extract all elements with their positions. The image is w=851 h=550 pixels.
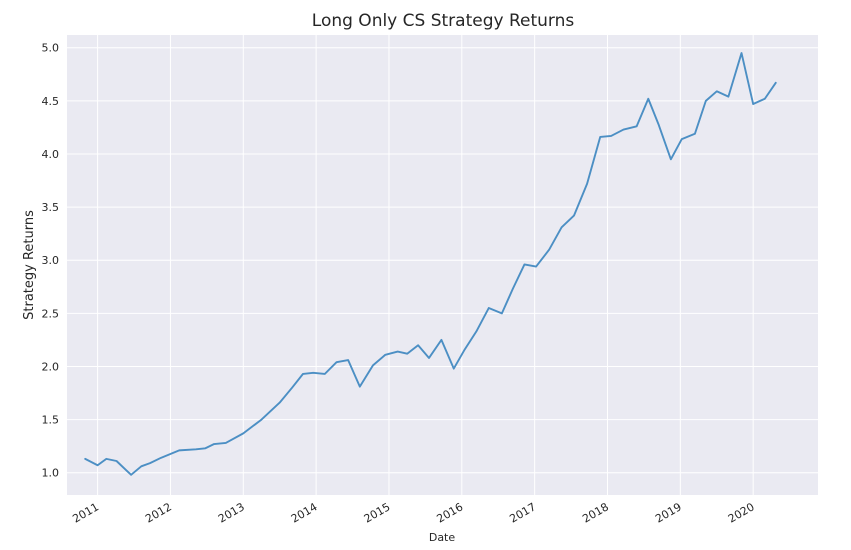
grid-lines <box>67 35 818 495</box>
y-axis: 1.0 1.5 2.0 2.5 3.0 3.5 4.0 4.5 5.0 <box>42 42 60 480</box>
x-tick-label: 2012 <box>143 500 174 525</box>
x-tick-label: 2013 <box>216 500 247 525</box>
series-line <box>84 52 777 476</box>
y-tick-label: 4.5 <box>42 95 60 108</box>
x-tick-label: 2020 <box>726 500 757 525</box>
y-tick-label: 1.5 <box>42 414 60 427</box>
y-axis-label: Strategy Returns <box>22 210 37 320</box>
x-tick-label: 2017 <box>507 500 538 525</box>
x-tick-label: 2016 <box>435 500 466 525</box>
x-tick-label: 2015 <box>362 500 393 525</box>
x-tick-label: 2018 <box>580 500 611 525</box>
x-axis: 2011 2012 2013 2014 2015 2016 2017 2018 2019 2020 <box>70 500 756 525</box>
chart-title: Long Only CS Strategy Returns <box>312 11 575 31</box>
y-tick-label: 3.5 <box>42 201 60 214</box>
y-tick-label: 3.0 <box>42 254 60 267</box>
y-tick-label: 2.5 <box>42 307 60 320</box>
x-axis-label: Date <box>429 531 456 544</box>
y-tick-label: 5.0 <box>42 42 60 55</box>
y-tick-label: 2.0 <box>42 360 60 373</box>
y-tick-label: 1.0 <box>42 467 60 480</box>
plot-area <box>67 35 818 495</box>
x-tick-label: 2019 <box>653 500 684 525</box>
x-tick-label: 2011 <box>70 500 101 525</box>
x-tick-label: 2014 <box>289 500 320 525</box>
y-tick-label: 4.0 <box>42 148 60 161</box>
